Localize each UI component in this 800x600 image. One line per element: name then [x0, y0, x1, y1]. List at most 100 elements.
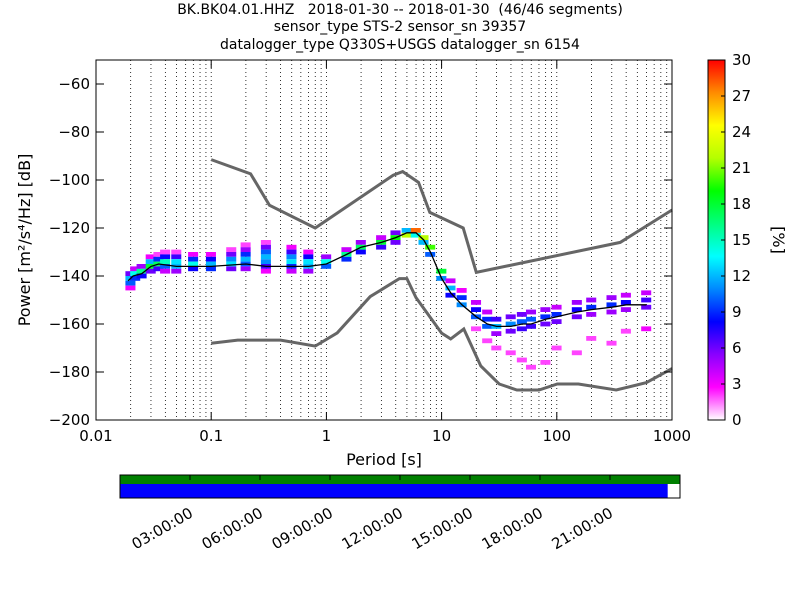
- mode-curve: [127, 232, 647, 328]
- histogram-cell: [341, 247, 352, 252]
- histogram-cell: [516, 312, 527, 317]
- histogram-cell: [390, 230, 401, 236]
- histogram-cell: [456, 288, 467, 293]
- histogram-cell: [321, 259, 332, 264]
- colorbar-label: [%]: [769, 226, 788, 254]
- colorbar-tick-label: 12: [732, 267, 751, 285]
- histogram-cell: [606, 295, 617, 300]
- histogram-cell: [482, 324, 493, 329]
- histogram-cell: [641, 290, 652, 296]
- histogram-cell: [401, 228, 412, 233]
- mode-line: [127, 232, 647, 328]
- coverage-blue-bar: [120, 484, 668, 498]
- histogram-cell: [418, 240, 429, 245]
- histogram-cell: [145, 268, 156, 274]
- histogram-cell: [240, 256, 251, 262]
- histogram-cell: [205, 256, 216, 262]
- y-tick-label: −120: [49, 219, 90, 237]
- histogram-cell: [641, 297, 652, 303]
- time-tick-label: 21:00:00: [549, 504, 616, 553]
- chart-title-line-1: BK.BK04.01.HHZ 2018-01-30 -- 2018-01-30 …: [177, 2, 623, 18]
- histogram-cell: [491, 316, 502, 322]
- histogram-cell: [260, 259, 271, 264]
- histogram-cell: [418, 235, 429, 240]
- colorbar-tick-label: 18: [732, 195, 751, 213]
- histogram-cell: [136, 264, 147, 269]
- chart-title-line-3: datalogger_type Q330S+USGS datalogger_sn…: [220, 37, 580, 53]
- time-tick-label: 18:00:00: [479, 504, 546, 553]
- histogram-cell: [540, 360, 551, 365]
- histogram-cell: [205, 266, 216, 272]
- histogram-cell: [525, 316, 537, 322]
- histogram-cell: [153, 252, 164, 257]
- histogram-cell: [571, 350, 582, 356]
- histogram-cell: [376, 244, 387, 250]
- x-tick-label: 0.1: [199, 427, 223, 445]
- histogram-cell: [401, 232, 412, 238]
- histogram-cell: [145, 259, 156, 264]
- chart-title-line-2: sensor_type STS-2 sensor_sn 39357: [273, 19, 527, 35]
- histogram-cell: [125, 280, 136, 286]
- histogram-cell: [136, 268, 147, 274]
- histogram-cell: [425, 252, 436, 257]
- noise-models: [210, 158, 673, 392]
- histogram-cell: [551, 304, 562, 310]
- histogram-cell: [410, 228, 421, 233]
- histogram-cell: [491, 331, 502, 336]
- histogram-cell: [260, 268, 271, 274]
- y-tick-label: −200: [49, 411, 90, 429]
- time-tick-label: 06:00:00: [199, 504, 266, 553]
- histogram-cell: [620, 307, 631, 312]
- x-tick-label: 0.01: [79, 427, 112, 445]
- histogram-cell: [620, 328, 631, 334]
- histogram-cell: [240, 252, 251, 257]
- histogram-cell: [445, 278, 456, 284]
- y-axis-ticks: −200 −180 −160 −140 −120 −100 −80 −60: [49, 75, 672, 429]
- histogram-cell: [471, 307, 482, 312]
- histogram-cell: [160, 259, 171, 264]
- histogram-cell: [240, 242, 251, 248]
- histogram-cell: [260, 240, 271, 245]
- colorbar-tick-label: 0: [732, 411, 742, 429]
- histogram-cell: [286, 268, 297, 274]
- histogram-cell: [436, 268, 447, 274]
- x-tick-label: 100: [542, 427, 571, 445]
- time-tick-label: 03:00:00: [129, 504, 196, 553]
- histogram-cell: [516, 326, 527, 332]
- y-tick-label: −80: [58, 123, 90, 141]
- histogram-cell: [641, 304, 652, 310]
- histogram-cell: [482, 338, 493, 344]
- histogram-cell: [571, 307, 582, 312]
- histogram-cell: [456, 295, 467, 300]
- x-tick-label: 10: [432, 427, 451, 445]
- histogram-cell: [188, 256, 199, 262]
- histogram-cell: [525, 364, 537, 370]
- histogram-cell: [482, 316, 493, 322]
- histogram-cell: [226, 252, 237, 257]
- noise-model-nhnm: [210, 158, 673, 275]
- colorbar-tick-label: 15: [732, 231, 751, 249]
- histogram-cell: [341, 256, 352, 262]
- histogram-cell: [188, 261, 199, 267]
- histogram-cell: [586, 336, 597, 341]
- histogram-cell: [551, 319, 562, 324]
- histogram-cell: [471, 300, 482, 305]
- data-coverage-strip: 03:00:00 06:00:00 09:00:00 12:00:00 15:00:00…: [119, 474, 681, 553]
- histogram-cell: [516, 357, 527, 363]
- histogram-cell: [606, 340, 617, 346]
- histogram-cell: [136, 273, 147, 279]
- histogram-cell: [525, 309, 537, 315]
- histogram-cell: [130, 271, 141, 276]
- histogram-cell: [505, 328, 516, 334]
- histogram-cell: [205, 261, 216, 267]
- histogram-cell: [171, 249, 182, 255]
- histogram-cell: [260, 249, 271, 255]
- histogram-cell: [482, 309, 493, 315]
- histogram-cell: [171, 268, 182, 274]
- plot-frame: [95, 59, 673, 421]
- time-tick-label: 12:00:00: [339, 504, 406, 553]
- histogram-cell: [321, 264, 332, 269]
- histogram-cell: [390, 240, 401, 245]
- histogram-cell: [153, 266, 164, 272]
- x-tick-label: 1: [322, 427, 332, 445]
